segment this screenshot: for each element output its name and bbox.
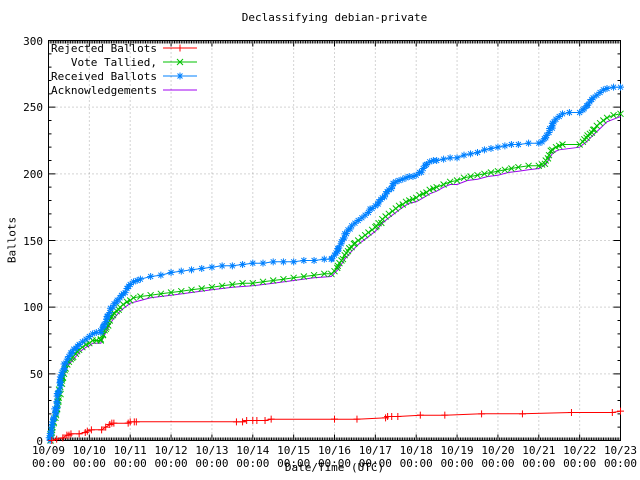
x-tick-label: 10/17 00:00 (351, 444, 399, 470)
legend-label: Acknowledgements (51, 83, 157, 97)
line-swatch-icon (163, 89, 197, 91)
x-tick-date: 10/14 (236, 444, 270, 457)
legend-item-acknowledgements: Acknowledgements (47, 83, 199, 97)
x-tick-date: 10/13 (195, 444, 229, 457)
x-tick-date: 10/09 (31, 444, 66, 457)
series-markers-star (45, 83, 624, 444)
x-tick-label: 10/18 00:00 (392, 444, 440, 470)
star-marker-swatch-icon (163, 72, 197, 80)
legend-item-vote-tallied: Vote Tallied, (47, 55, 199, 69)
x-tick-date: 10/23 (603, 444, 638, 457)
x-tick-time: 00:00 (317, 457, 352, 470)
x-tick-label: 10/16 00:00 (311, 444, 359, 470)
x-tick-time: 00:00 (399, 457, 433, 470)
x-tick-date: 10/16 (317, 444, 352, 457)
x-tick-time: 00:00 (603, 457, 638, 470)
x-tick-time: 00:00 (358, 457, 392, 470)
x-tick-date: 10/22 (563, 444, 597, 457)
x-tick-label: 10/20 00:00 (474, 444, 522, 470)
plus-marker-swatch-icon (163, 44, 197, 52)
series-markers-cross (47, 110, 624, 444)
x-tick-time: 00:00 (563, 457, 597, 470)
x-tick-time: 00:00 (195, 457, 229, 470)
x-axis-label: Date/Time (UTC) (284, 461, 385, 474)
legend-label: Received Ballots (51, 69, 157, 83)
y-tick-label: 0 (36, 434, 43, 448)
legend-label: Rejected Ballots (51, 41, 157, 55)
x-tick-time: 00:00 (440, 457, 474, 470)
chart-title: Declassifying debian-private (241, 11, 428, 24)
x-tick-time: 00:00 (154, 457, 188, 470)
legend: Rejected Ballots Vote Tallied, Received … (47, 41, 199, 97)
x-tick-label: 10/15 00:00 (270, 444, 318, 470)
x-tick-time: 00:00 (72, 457, 106, 470)
x-tick-label: 10/11 00:00 (106, 444, 154, 470)
x-tick-time: 00:00 (481, 457, 515, 470)
x-tick-label: 10/10 00:00 (65, 444, 113, 470)
x-tick-date: 10/10 (72, 444, 106, 457)
x-tick-label: 10/09 00:00 (25, 444, 73, 470)
grid-lines (48, 40, 621, 441)
x-tick-label: 10/21 00:00 (515, 444, 563, 470)
series-line-rejected-ballots (51, 410, 621, 441)
y-tick-label: 250 (23, 101, 43, 115)
series-line-vote-tallied (50, 113, 621, 441)
x-tick-date: 10/15 (277, 444, 311, 457)
y-tick-label: 200 (23, 167, 43, 181)
y-tick-label: 150 (23, 234, 43, 248)
x-tick-time: 00:00 (522, 457, 556, 470)
series-markers-plus (48, 407, 624, 444)
x-tick-label: 10/22 00:00 (556, 444, 604, 470)
legend-item-rejected-ballots: Rejected Ballots (47, 41, 199, 55)
x-tick-label: 10/23 00:00 (597, 444, 640, 470)
series-line-acknowledgements (50, 116, 621, 441)
plot-border (48, 40, 621, 441)
x-tick-date: 10/11 (113, 444, 147, 457)
x-tick-label: 10/14 00:00 (229, 444, 277, 470)
cross-marker-swatch-icon (163, 58, 197, 66)
x-tick-date: 10/18 (399, 444, 433, 457)
y-tick-label: 50 (29, 367, 43, 381)
legend-label: Vote Tallied, (70, 55, 157, 69)
x-tick-time: 00:00 (113, 457, 147, 470)
x-tick-time: 00:00 (236, 457, 270, 470)
x-tick-label: 10/19 00:00 (433, 444, 481, 470)
y-tick-label: 100 (23, 301, 43, 315)
x-tick-date: 10/20 (481, 444, 515, 457)
x-tick-time: 00:00 (31, 457, 66, 470)
x-tick-label: 10/12 00:00 (147, 444, 195, 470)
x-tick-date: 10/12 (154, 444, 188, 457)
x-tick-time: 00:00 (277, 457, 311, 470)
x-tick-date: 10/17 (358, 444, 392, 457)
x-tick-date: 10/19 (440, 444, 474, 457)
y-tick-label: 300 (23, 34, 43, 48)
x-tick-date: 10/21 (522, 444, 556, 457)
x-tick-label: 10/13 00:00 (188, 444, 236, 470)
legend-item-received-ballots: Received Ballots (47, 69, 199, 83)
